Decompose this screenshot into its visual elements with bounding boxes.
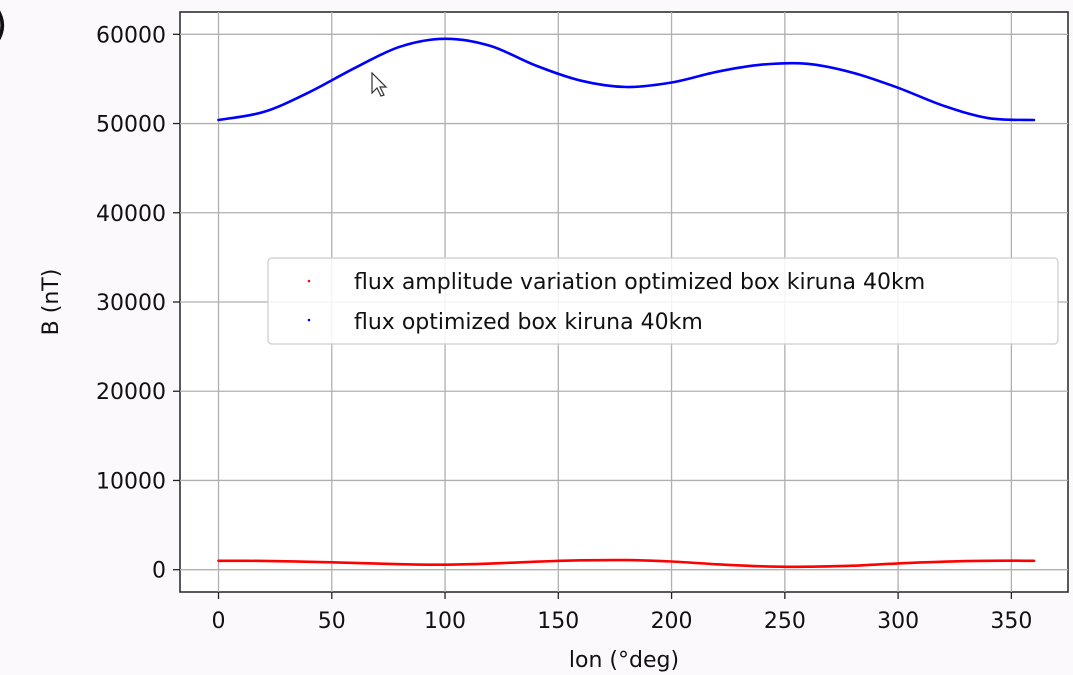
- series-layer: [217, 37, 1036, 569]
- series-line-flux: [217, 37, 1036, 122]
- x-tick-label: 300: [877, 609, 919, 634]
- y-tick-label: 0: [152, 559, 166, 584]
- x-tick-label: 150: [537, 609, 579, 634]
- legend-entry-amplitude: flux amplitude variation optimized box k…: [354, 270, 925, 295]
- y-axis-label: B (nT): [39, 269, 64, 336]
- x-tick-label: 100: [424, 609, 466, 634]
- y-tick-label: 30000: [96, 291, 166, 316]
- x-axis-label: lon (°deg): [569, 648, 679, 673]
- legend: flux amplitude variation optimized box k…: [267, 257, 1059, 345]
- x-tick-label: 250: [764, 609, 806, 634]
- series-line-flux-amplitude: [217, 558, 1036, 569]
- legend-entry-flux: flux optimized box kiruna 40km: [354, 310, 703, 335]
- x-tick-label: 50: [318, 609, 346, 634]
- y-axis-ticks: 0 10000 20000 30000 40000 50000 60000: [96, 23, 180, 584]
- y-tick-label: 10000: [96, 469, 166, 494]
- mouse-cursor-icon: [371, 71, 388, 97]
- y-tick-label: 60000: [96, 23, 166, 48]
- x-tick-label: 350: [990, 609, 1032, 634]
- x-axis-ticks: 0 50 100 150 200 250 300 350: [212, 592, 1032, 634]
- x-tick-label: 0: [212, 609, 226, 634]
- y-tick-label: 40000: [96, 202, 166, 227]
- panel-label: ): [0, 2, 8, 48]
- gridlines: [180, 12, 1068, 592]
- legend-marker-red: [307, 279, 311, 283]
- legend-box: [267, 257, 1059, 345]
- x-tick-label: 200: [651, 609, 693, 634]
- y-tick-label: 20000: [96, 380, 166, 405]
- legend-marker-blue: [307, 318, 311, 322]
- y-tick-label: 50000: [96, 113, 166, 138]
